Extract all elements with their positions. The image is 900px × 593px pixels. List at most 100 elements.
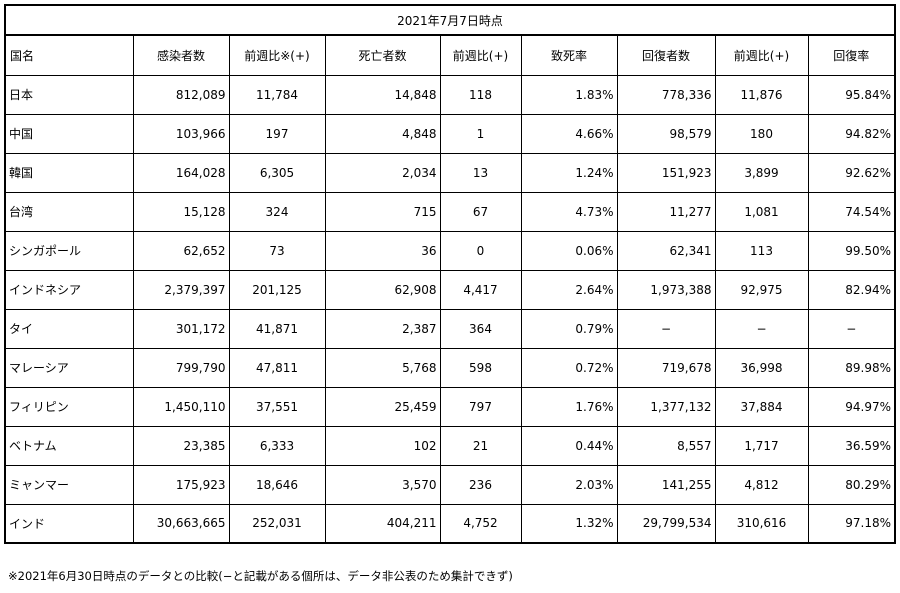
cell-recovered-weekly: 3,899 <box>714 152 809 193</box>
cell-recovered-weekly: 92,975 <box>714 269 809 310</box>
cell-recovered: 8,557 <box>616 425 716 466</box>
cell-recovery-rate: 97.18% <box>807 503 896 544</box>
cell-fatality-rate: 0.79% <box>520 308 618 349</box>
table-row: フィリピン 1,450,110 37,551 25,459 797 1.76% 1,377,… <box>4 386 896 427</box>
header-deaths-weekly: 前週比(+) <box>439 34 522 76</box>
cell-recovered: 141,255 <box>616 464 716 505</box>
table-row: 日本 812,089 11,784 14,848 118 1.83% 778,336 11,8… <box>4 74 896 115</box>
cell-infections: 175,923 <box>132 464 230 505</box>
cell-country: ミャンマー <box>4 464 134 505</box>
cell-country: 中国 <box>4 113 134 154</box>
covid-stats-table: 2021年7月7日時点 国名 感染者数 前週比※(+) 死亡者数 前週比(+) … <box>3 4 897 544</box>
cell-recovered-weekly: 113 <box>714 230 809 271</box>
cell-deaths-weekly: 598 <box>439 347 522 388</box>
table-title-row: 2021年7月7日時点 <box>3 4 897 36</box>
header-fatality-rate: 致死率 <box>520 34 618 76</box>
table-row: マレーシア 799,790 47,811 5,768 598 0.72% 719,678 36… <box>4 347 896 388</box>
cell-deaths: 62,908 <box>324 269 441 310</box>
cell-recovered-weekly: − <box>714 308 809 349</box>
table-header-row: 国名 感染者数 前週比※(+) 死亡者数 前週比(+) 致死率 回復者数 前週比… <box>4 34 896 76</box>
cell-recovery-rate: 89.98% <box>807 347 896 388</box>
cell-infections-weekly: 252,031 <box>228 503 326 544</box>
table-row: シンガポール 62,652 73 36 0 0.06% 62,341 113 99.50% <box>4 230 896 271</box>
cell-deaths: 3,570 <box>324 464 441 505</box>
cell-deaths-weekly: 1 <box>439 113 522 154</box>
cell-recovered-weekly: 36,998 <box>714 347 809 388</box>
cell-fatality-rate: 0.44% <box>520 425 618 466</box>
cell-recovered-weekly: 1,717 <box>714 425 809 466</box>
cell-recovery-rate: 99.50% <box>807 230 896 271</box>
cell-country: ベトナム <box>4 425 134 466</box>
cell-deaths: 102 <box>324 425 441 466</box>
cell-infections: 30,663,665 <box>132 503 230 544</box>
cell-country: 日本 <box>4 74 134 115</box>
table-row: 中国 103,966 197 4,848 1 4.66% 98,579 180 94.82% <box>4 113 896 154</box>
cell-fatality-rate: 1.76% <box>520 386 618 427</box>
cell-infections: 23,385 <box>132 425 230 466</box>
cell-recovered-weekly: 1,081 <box>714 191 809 232</box>
cell-country: タイ <box>4 308 134 349</box>
cell-country: フィリピン <box>4 386 134 427</box>
cell-country: インドネシア <box>4 269 134 310</box>
cell-recovered: − <box>616 308 716 349</box>
cell-infections: 15,128 <box>132 191 230 232</box>
cell-recovered: 29,799,534 <box>616 503 716 544</box>
header-infections-weekly: 前週比※(+) <box>228 34 326 76</box>
cell-infections-weekly: 324 <box>228 191 326 232</box>
cell-recovered-weekly: 37,884 <box>714 386 809 427</box>
footnote: ※2021年6月30日時点のデータとの比較(−と記載がある個所は、データ非公表の… <box>8 569 513 583</box>
cell-recovered: 1,377,132 <box>616 386 716 427</box>
cell-fatality-rate: 1.83% <box>520 74 618 115</box>
cell-fatality-rate: 1.24% <box>520 152 618 193</box>
cell-fatality-rate: 4.66% <box>520 113 618 154</box>
cell-deaths-weekly: 13 <box>439 152 522 193</box>
cell-recovered-weekly: 11,876 <box>714 74 809 115</box>
cell-recovered: 778,336 <box>616 74 716 115</box>
cell-infections-weekly: 6,333 <box>228 425 326 466</box>
cell-recovery-rate: 80.29% <box>807 464 896 505</box>
cell-deaths: 2,387 <box>324 308 441 349</box>
cell-deaths: 404,211 <box>324 503 441 544</box>
cell-infections: 301,172 <box>132 308 230 349</box>
cell-recovered: 151,923 <box>616 152 716 193</box>
cell-recovered: 719,678 <box>616 347 716 388</box>
cell-deaths: 715 <box>324 191 441 232</box>
cell-fatality-rate: 2.03% <box>520 464 618 505</box>
cell-fatality-rate: 0.06% <box>520 230 618 271</box>
cell-deaths: 4,848 <box>324 113 441 154</box>
cell-deaths-weekly: 364 <box>439 308 522 349</box>
cell-infections: 2,379,397 <box>132 269 230 310</box>
header-deaths: 死亡者数 <box>324 34 441 76</box>
cell-infections: 164,028 <box>132 152 230 193</box>
table-row: ベトナム 23,385 6,333 102 21 0.44% 8,557 1,717 36.59… <box>4 425 896 466</box>
cell-country: 韓国 <box>4 152 134 193</box>
table-row: インドネシア 2,379,397 201,125 62,908 4,417 2.64% 1,… <box>4 269 896 310</box>
cell-deaths-weekly: 67 <box>439 191 522 232</box>
cell-deaths-weekly: 4,752 <box>439 503 522 544</box>
cell-infections: 812,089 <box>132 74 230 115</box>
table-row: タイ 301,172 41,871 2,387 364 0.79% − − − <box>4 308 896 349</box>
cell-recovery-rate: 94.82% <box>807 113 896 154</box>
cell-deaths: 2,034 <box>324 152 441 193</box>
cell-deaths-weekly: 21 <box>439 425 522 466</box>
cell-deaths-weekly: 118 <box>439 74 522 115</box>
table-row: 台湾 15,128 324 715 67 4.73% 11,277 1,081 74.54% <box>4 191 896 232</box>
cell-infections-weekly: 37,551 <box>228 386 326 427</box>
table-row: インド 30,663,665 252,031 404,211 4,752 1.32% 29,… <box>4 503 896 544</box>
cell-recovered: 11,277 <box>616 191 716 232</box>
table-row: 韓国 164,028 6,305 2,034 13 1.24% 151,923 3,899 92… <box>4 152 896 193</box>
cell-deaths: 14,848 <box>324 74 441 115</box>
cell-infections: 1,450,110 <box>132 386 230 427</box>
cell-recovered-weekly: 4,812 <box>714 464 809 505</box>
cell-recovered: 62,341 <box>616 230 716 271</box>
header-country: 国名 <box>4 34 134 76</box>
cell-recovery-rate: 82.94% <box>807 269 896 310</box>
cell-infections-weekly: 6,305 <box>228 152 326 193</box>
cell-infections-weekly: 18,646 <box>228 464 326 505</box>
table-title: 2021年7月7日時点 <box>3 4 897 36</box>
cell-fatality-rate: 1.32% <box>520 503 618 544</box>
cell-infections-weekly: 201,125 <box>228 269 326 310</box>
cell-recovered-weekly: 180 <box>714 113 809 154</box>
cell-recovery-rate: 74.54% <box>807 191 896 232</box>
cell-infections: 62,652 <box>132 230 230 271</box>
